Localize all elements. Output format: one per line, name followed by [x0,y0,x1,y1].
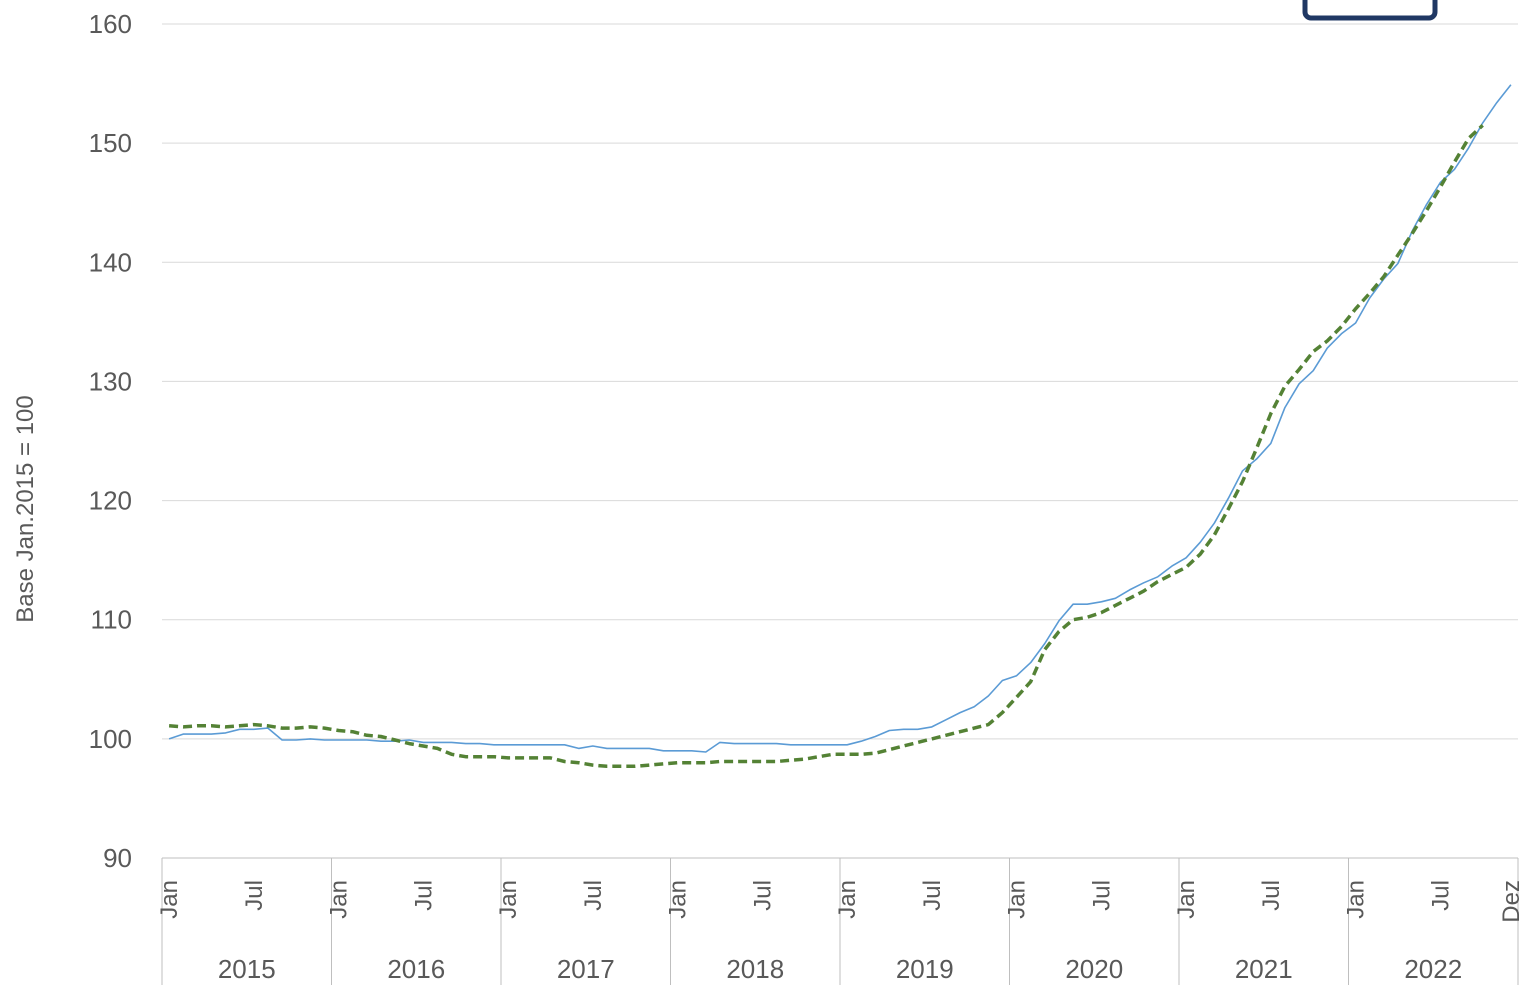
y-tick-label: 150 [89,128,132,158]
legend-box [1302,0,1438,21]
year-label: 2021 [1235,954,1293,984]
legend-frame [1302,0,1438,21]
month-tick-label: Jul [1088,880,1115,911]
y-tick-label: 140 [89,247,132,277]
month-tick-label: Jul [410,880,437,911]
series-lines [168,84,1512,769]
month-tick-label: Jan [1343,880,1370,919]
y-tick-label: 90 [103,843,132,873]
month-tick-label: Jan [834,880,861,919]
axes: 90 100 110 120 130 140 150 160 2015 2016 2017 2018 2… [89,9,1523,985]
y-tick-label: 100 [89,724,132,754]
year-label: 2020 [1065,954,1123,984]
month-tick-label: Jan [665,880,692,919]
year-label: 2015 [218,954,276,984]
year-label: 2016 [387,954,445,984]
series-line-solid [168,84,1512,753]
month-tick-label: Dez [1498,880,1523,923]
month-tick-label: Jul [580,880,607,911]
month-tick-label: Jul [1427,880,1454,911]
month-tick-label: Jul [749,880,776,911]
month-tick-label: Jul [1258,880,1285,911]
month-tick-label: Jul [919,880,946,911]
y-tick-label: 130 [89,366,132,396]
y-tick-label: 160 [89,9,132,39]
y-axis-label: Base Jan.2015 = 100 [12,395,39,623]
gridlines [162,23,1518,740]
year-label: 2018 [726,954,784,984]
y-tick-label: 110 [91,605,132,635]
year-label: 2017 [557,954,615,984]
month-tick-label: Jan [1173,880,1200,919]
series-line-dashed [168,124,1484,769]
year-label: 2022 [1404,954,1462,984]
year-label: 2019 [896,954,954,984]
month-tick-label: Jan [156,880,183,919]
month-tick-label: Jan [495,880,522,919]
month-tick-label: Jan [1004,880,1031,919]
month-tick-label: Jul [241,880,268,911]
month-tick-label: Jan [326,880,353,919]
y-tick-label: 120 [89,486,132,516]
